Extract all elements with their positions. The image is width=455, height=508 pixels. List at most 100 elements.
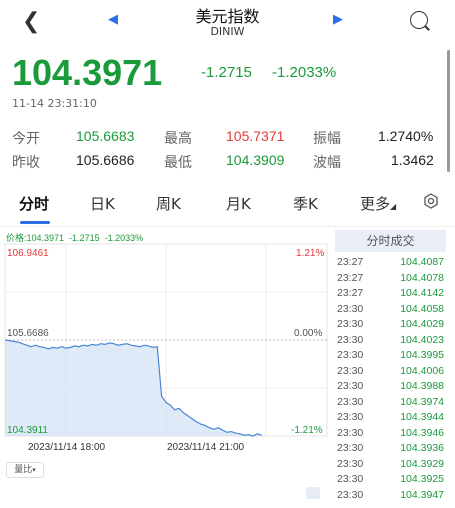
trade-time: 23:30 [337,473,364,485]
trade-price: 104.4058 [400,302,444,315]
trade-time: 23:30 [337,302,364,315]
tab-more-label: 更多 [360,195,391,213]
high-value: 105.7371 [226,128,285,144]
pct-top-label: 1.21% [296,248,325,259]
volume-ratio-label: 量比 [14,465,33,475]
tab-more[interactable]: 更多◢ [360,193,396,214]
chart-info-line: 价格:104.3971 -1.2715 -1.2033% [6,231,143,244]
trade-price: 104.4023 [400,333,444,346]
chart-price-label: 价格:104.3971 [6,233,65,243]
trade-price: 104.3947 [400,488,444,501]
prev-close-value: 105.6686 [76,152,135,168]
trade-row: 23:27 104.4142 [337,287,447,303]
trade-row: 23:27 104.4078 [337,272,447,288]
trade-row: 23:30 104.3936 [337,442,447,458]
y-top-label: 106.9461 [7,248,49,259]
price-change: -1.2715 [201,64,252,81]
trade-price: 104.3929 [400,457,444,470]
back-icon[interactable]: ❮ [22,9,41,34]
trade-price: 104.3988 [400,380,444,392]
tab-monthly-k[interactable]: 月K [226,195,251,213]
amplitude-label: 振幅 [313,131,341,147]
trade-time: 23:30 [337,318,364,330]
trade-time: 23:30 [337,364,364,377]
page-subtitle: DINIW [210,25,245,38]
trade-time: 23:27 [337,271,364,284]
caret-down-icon: ▾ [32,466,36,474]
current-price: 104.3971 [12,52,163,93]
trade-time: 23:30 [337,395,364,408]
trade-price: 104.3936 [400,442,444,454]
chart-tabs: 分时 日K 周K 月K 季K 更多◢ [0,182,455,222]
trade-time: 23:30 [337,457,364,470]
trade-row: 23:30 104.3944 [337,411,447,427]
wave-value: 1.3462 [391,152,434,168]
trade-time: 23:30 [337,442,364,454]
trade-price: 104.4087 [400,256,444,268]
trade-time: 23:30 [337,380,364,392]
trade-time: 23:30 [337,488,364,501]
search-icon[interactable] [410,11,428,29]
trade-price: 104.3925 [400,473,444,485]
top-bar: ❮ ◀ 美元指数 DINIW ▶ [0,0,455,44]
wave-label: 波幅 [313,155,341,171]
tab-quarterly-k[interactable]: 季K [293,195,318,213]
trade-price: 104.4142 [400,287,444,299]
trade-price: 104.4078 [400,271,444,284]
trade-price: 104.3995 [400,349,444,361]
trade-row: 23:30 104.3925 [337,473,447,489]
trade-time: 23:27 [337,256,364,268]
low-label: 最低 [164,155,192,171]
trade-row: 23:30 104.4029 [337,318,447,334]
trade-price: 104.3974 [400,395,444,408]
trade-row: 23:27 104.4087 [337,256,447,272]
trade-price: 104.4029 [400,318,444,330]
trade-row: 23:30 104.3988 [337,380,447,396]
caret-down-icon: ◢ [390,202,397,211]
trade-row: 23:30 104.4006 [337,365,447,381]
low-value: 104.3909 [226,152,285,168]
trade-time: 23:30 [337,349,364,361]
trades-header: 分时成交 [335,230,446,252]
open-label: 今开 [12,131,40,147]
prev-arrow-icon[interactable]: ◀ [108,12,118,27]
trade-time: 23:27 [337,287,364,299]
prev-close-label: 昨收 [12,155,40,171]
intraday-chart[interactable] [0,240,330,440]
x-label-2: 2023/11/14 21:00 [167,442,245,453]
trade-row: 23:30 104.4023 [337,334,447,350]
page-title: 美元指数 [195,7,260,26]
tabs-divider [0,226,455,227]
chart-change-pct: -1.2033% [104,233,144,243]
tab-weekly-k[interactable]: 周K [156,195,181,213]
trade-price: 104.3946 [400,426,444,439]
price-area [5,339,262,437]
tab-intraday[interactable]: 分时 [19,195,50,213]
open-value: 105.6683 [76,128,135,144]
pct-mid-label: 0.00% [294,328,323,339]
expand-icon[interactable] [306,487,320,499]
x-label-1: 2023/11/14 18:00 [28,442,106,453]
trade-row: 23:30 104.3974 [337,396,447,412]
trade-row: 23:30 104.3929 [337,458,447,474]
trade-row: 23:30 104.4058 [337,303,447,319]
volume-ratio-button[interactable]: 量比▾ [6,462,44,478]
price-change-pct: -1.2033% [272,64,337,81]
next-arrow-icon[interactable]: ▶ [333,12,343,27]
trade-price: 104.4006 [400,364,444,377]
trade-time: 23:30 [337,411,364,423]
trade-time: 23:30 [337,426,364,439]
tab-daily-k[interactable]: 日K [90,195,115,213]
scrollbar[interactable] [447,50,450,172]
y-bottom-label: 104.3911 [7,425,48,436]
pct-bottom-label: -1.21% [291,425,323,436]
trade-price: 104.3944 [400,411,444,423]
amplitude-value: 1.2740% [378,128,434,144]
chart-change: -1.2715 [69,233,100,243]
settings-icon[interactable] [423,193,439,209]
active-tab-indicator [20,221,50,224]
quote-timestamp: 11-14 23:31:10 [12,97,97,110]
trade-row: 23:30 104.3995 [337,349,447,365]
price-line [4,339,262,437]
trade-row: 23:30 104.3946 [337,427,447,443]
